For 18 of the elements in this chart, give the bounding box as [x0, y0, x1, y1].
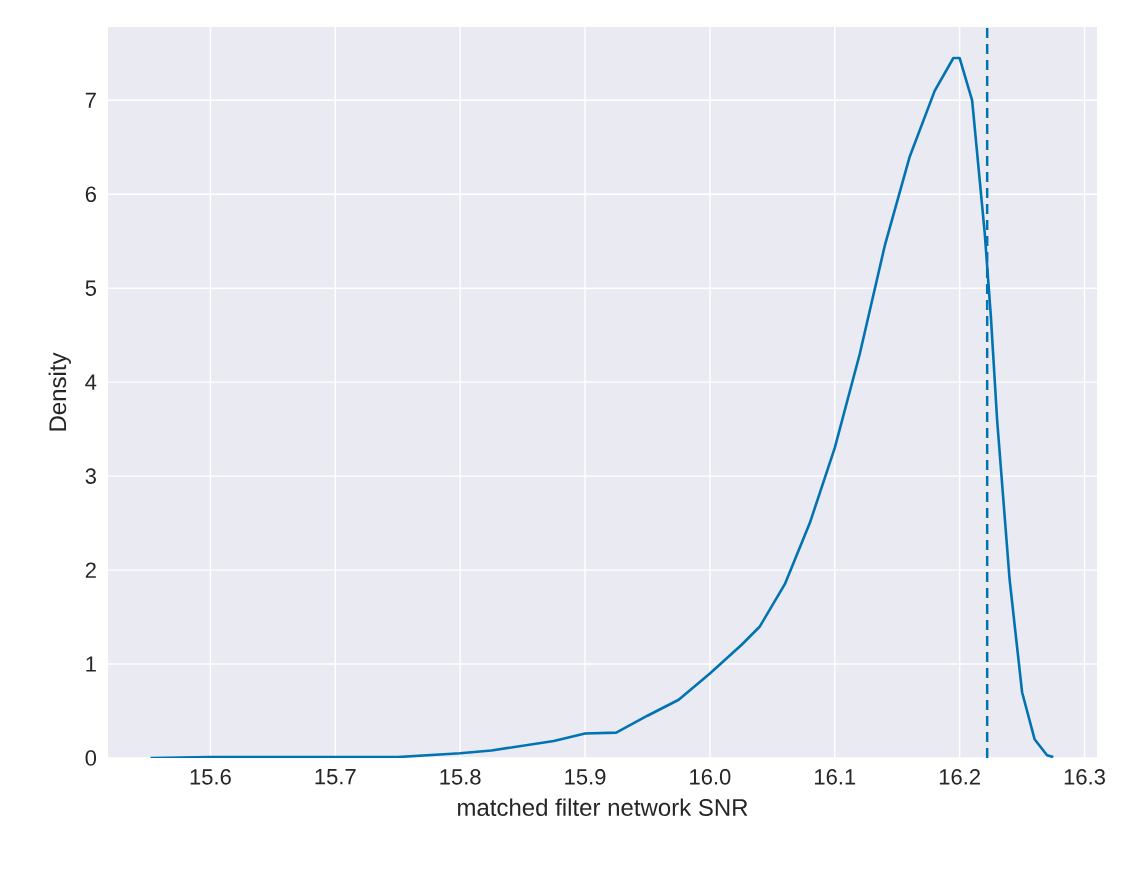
x-tick-label: 16.3 [1064, 769, 1105, 785]
x-tick-label: 16.0 [690, 769, 731, 785]
y-tick-label: 4 [85, 374, 97, 390]
y-tick-label: 6 [85, 186, 96, 203]
y-tick-label: 7 [85, 92, 96, 108]
x-tick-label: 16.2 [939, 769, 980, 785]
x-tick-label: 15.9 [565, 769, 606, 785]
x-axis-title: matched filter network SNR [458, 798, 748, 816]
x-tick-label: 16.1 [815, 769, 856, 785]
y-tick-label: 1 [86, 656, 96, 672]
y-tick-label: 2 [85, 562, 96, 578]
y-tick-label: 5 [85, 280, 96, 296]
x-tick-label: 15.7 [315, 769, 356, 785]
y-tick-label: 0 [85, 750, 97, 766]
x-tick-label: 15.8 [440, 769, 481, 785]
x-tick-label: 15.6 [190, 769, 231, 785]
y-axis-title: Density [48, 352, 71, 431]
y-tick-label: 3 [85, 468, 96, 484]
